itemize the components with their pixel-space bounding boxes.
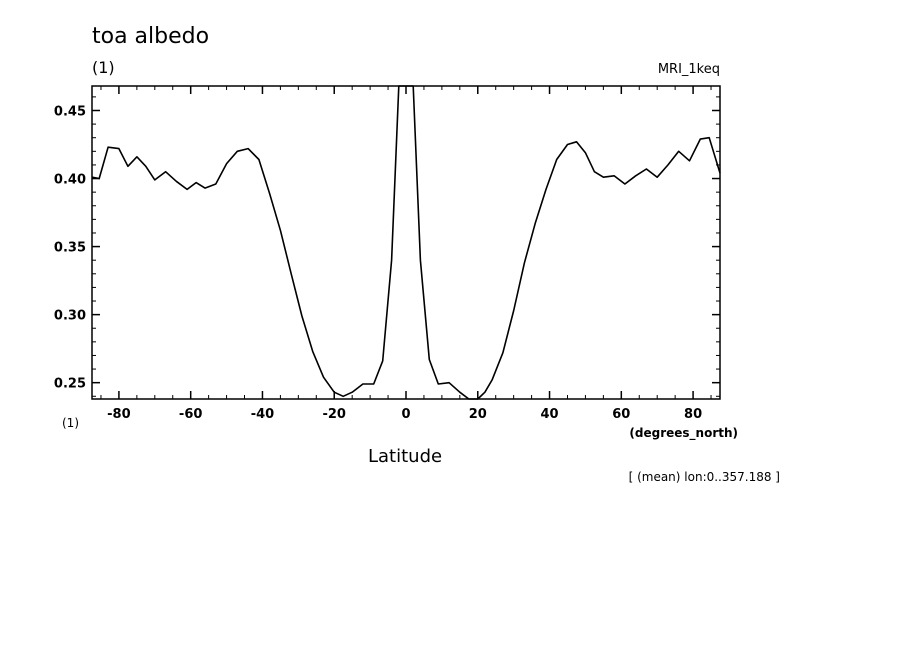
x-tick-label: -80 — [107, 407, 131, 422]
averaging-note: [ (mean) lon:0..357.188 ] — [628, 470, 780, 484]
x-tick-label: -20 — [322, 407, 346, 422]
x-tick-label: 60 — [612, 407, 630, 422]
x-tick-label: 80 — [684, 407, 702, 422]
x-tick-label: 40 — [540, 407, 558, 422]
y-tick-label: 0.30 — [54, 309, 86, 324]
series-line-albedo — [91, 85, 721, 400]
x-tick-label: -60 — [179, 407, 203, 422]
y-tick-label: 0.35 — [54, 241, 86, 256]
x-axis-label: Latitude — [368, 446, 443, 467]
model-name: MRI_1keq — [657, 62, 720, 77]
x-tick-label: 20 — [469, 407, 487, 422]
y-tick-label: 0.40 — [54, 173, 86, 188]
chart-units: (1) — [92, 58, 115, 77]
x-tick-label: 0 — [401, 407, 410, 422]
y-tick-label: 0.45 — [54, 104, 86, 119]
y-tick-label: 0.25 — [54, 377, 86, 392]
y-axis-units: (1) — [62, 416, 79, 430]
chart-title: toa albedo — [92, 24, 210, 49]
plot-frame — [91, 85, 721, 400]
x-tick-label: -40 — [251, 407, 275, 422]
x-axis-units: (degrees_north) — [629, 426, 738, 440]
